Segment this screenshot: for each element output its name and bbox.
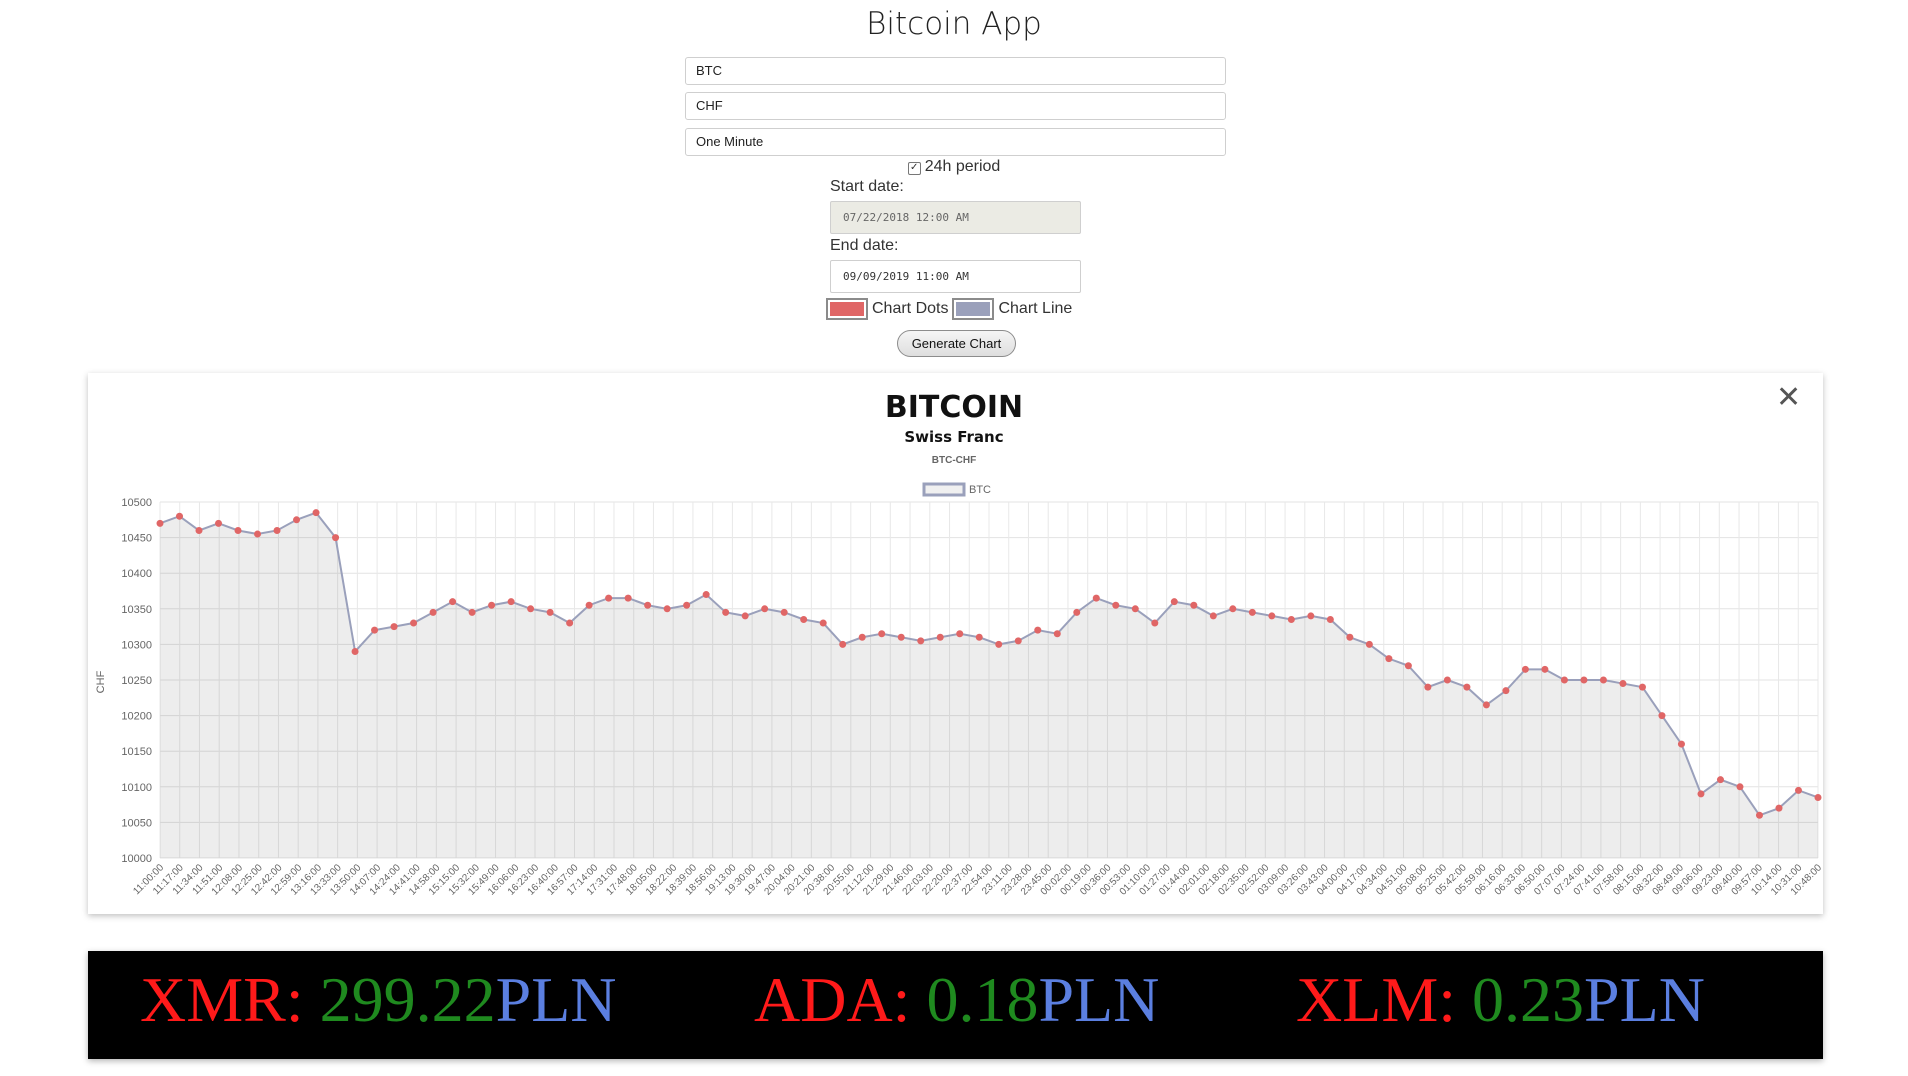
app-title: Bitcoin App (866, 6, 1042, 42)
ticker-unit: PLN (1038, 964, 1160, 1035)
ticker-unit: PLN (1584, 964, 1705, 1035)
line-color-picker[interactable] (952, 298, 995, 320)
ticker-symbol: XLM: (1296, 964, 1456, 1035)
ticker-unit: PLN (495, 964, 617, 1035)
ticker-symbol: ADA: (754, 964, 911, 1035)
chart-caption: BTC-CHF (931, 455, 977, 466)
close-icon[interactable]: ✕ (1776, 380, 1802, 415)
ticker-symbol: XMR: (140, 964, 304, 1035)
color-row: Chart Dots Chart Line (826, 298, 1072, 320)
period-checkbox[interactable]: ✓ (907, 162, 921, 175)
chart-subtitle: Swiss Franc (904, 428, 1004, 446)
period-row: ✓ 24h period (0, 158, 1908, 176)
start-date-label: Start date: (830, 178, 904, 195)
ticker-item-xlm: XLM: 0.23PLN (1296, 965, 1705, 1035)
ticker-value: 0.23 (1472, 964, 1584, 1035)
end-date-input[interactable]: 09/09/2019 11:00 AM (830, 260, 1081, 293)
generate-chart-button[interactable]: Generate Chart (897, 330, 1016, 357)
period-label: 24h period (924, 158, 1001, 175)
dots-color-picker[interactable] (826, 298, 868, 320)
crypto-select[interactable]: BTC (685, 57, 1226, 85)
currency-select[interactable]: CHF (685, 92, 1226, 120)
ticker-item-ada: ADA: 0.18PLN (754, 965, 1159, 1035)
line-color-swatch (956, 302, 991, 316)
line-color-label: Chart Line (998, 300, 1073, 317)
ticker-value: 299.22 (319, 964, 496, 1035)
ticker-value: 0.18 (926, 964, 1039, 1035)
chart-title: BITCOIN (884, 390, 1024, 425)
start-date-input[interactable]: 07/22/2018 12:00 AM (830, 201, 1081, 234)
price-ticker: XMR: 299.22PLN ADA: 0.18PLN XLM: 0.23PLN (88, 951, 1823, 1059)
interval-select[interactable]: One Minute (685, 128, 1226, 156)
end-date-label: End date: (830, 237, 899, 254)
ticker-item-xmr: XMR: 299.22PLN (140, 965, 617, 1035)
dots-color-label: Chart Dots (872, 300, 949, 317)
dots-color-swatch (830, 302, 864, 316)
